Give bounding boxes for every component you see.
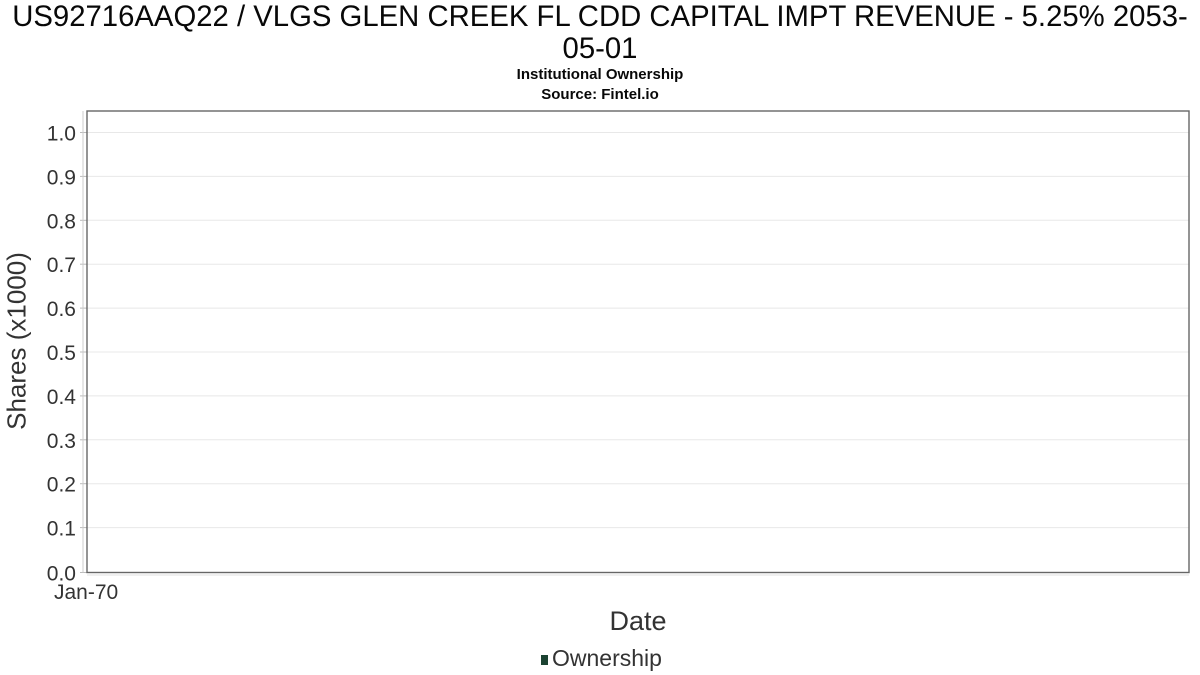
svg-text:0.8: 0.8 xyxy=(47,210,76,233)
svg-text:0.7: 0.7 xyxy=(47,254,76,277)
svg-text:Jan-70: Jan-70 xyxy=(54,581,118,604)
svg-text:0.5: 0.5 xyxy=(47,342,76,365)
svg-text:0.1: 0.1 xyxy=(47,518,76,541)
svg-text:0.6: 0.6 xyxy=(47,298,76,321)
svg-text:0.2: 0.2 xyxy=(47,474,76,497)
svg-text:0.3: 0.3 xyxy=(47,430,76,453)
svg-text:1.0: 1.0 xyxy=(47,123,76,146)
svg-text:0.4: 0.4 xyxy=(47,386,77,409)
svg-text:0.9: 0.9 xyxy=(47,166,76,189)
